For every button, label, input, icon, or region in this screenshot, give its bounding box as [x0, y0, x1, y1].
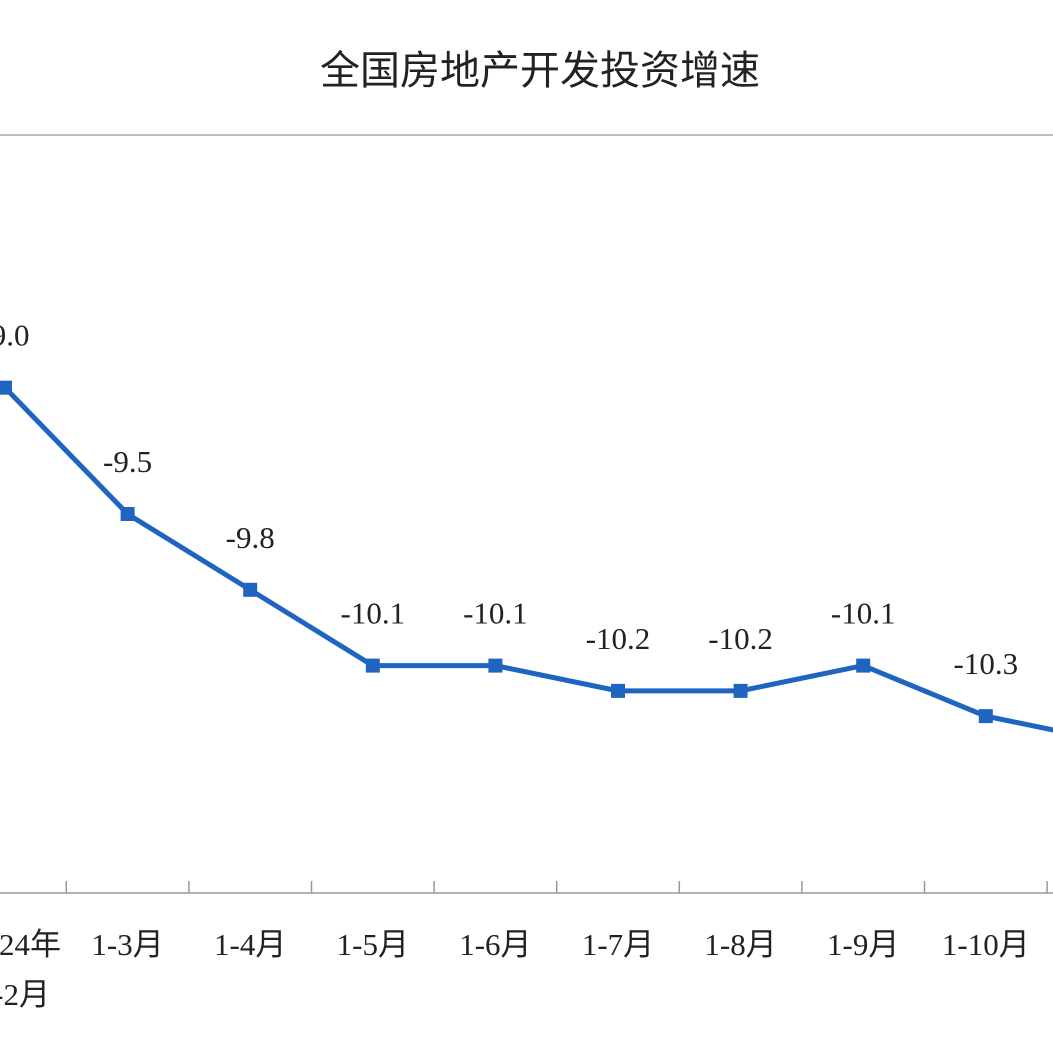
- value-label: -10.1: [341, 596, 406, 631]
- marker: [978, 709, 993, 724]
- x-tick-label: 1-8月: [704, 927, 776, 962]
- value-label: -9.8: [226, 520, 275, 555]
- x-tick-label: 1-5月: [337, 927, 409, 962]
- marker: [488, 658, 503, 673]
- marker: [611, 683, 625, 698]
- value-label: -10.2: [708, 621, 773, 656]
- value-label: -10.1: [831, 596, 896, 631]
- line: [3, 385, 1053, 733]
- value-label: -10.3: [954, 646, 1019, 681]
- value-label: -10.2: [586, 621, 651, 656]
- chart-title: 全国房地产开发投资增速: [320, 48, 760, 94]
- marker: [243, 582, 258, 597]
- marker: [120, 507, 135, 521]
- value-label: -10.1: [463, 596, 528, 631]
- value-label: -9.0: [0, 318, 30, 353]
- x-tick-label: 1-6月: [459, 927, 531, 962]
- x-tick-label-line: 1-2月: [0, 977, 50, 1012]
- x-tick-label: 1-4月: [214, 927, 286, 962]
- x-tick-label-line: 2024年: [0, 927, 61, 962]
- marker: [365, 658, 380, 673]
- marker: [0, 380, 12, 395]
- x-tick-label: 1-9月: [827, 927, 899, 962]
- x-tick-label: 2024年 1-2月: [0, 927, 61, 1012]
- marker: [733, 683, 748, 698]
- x-tick-label: 1-7月: [582, 927, 654, 962]
- value-label: -9.5: [103, 444, 152, 479]
- marker: [856, 658, 871, 673]
- x-tick-label: 1-3月: [91, 927, 163, 962]
- x-tick-label: 1-10月: [942, 927, 1030, 962]
